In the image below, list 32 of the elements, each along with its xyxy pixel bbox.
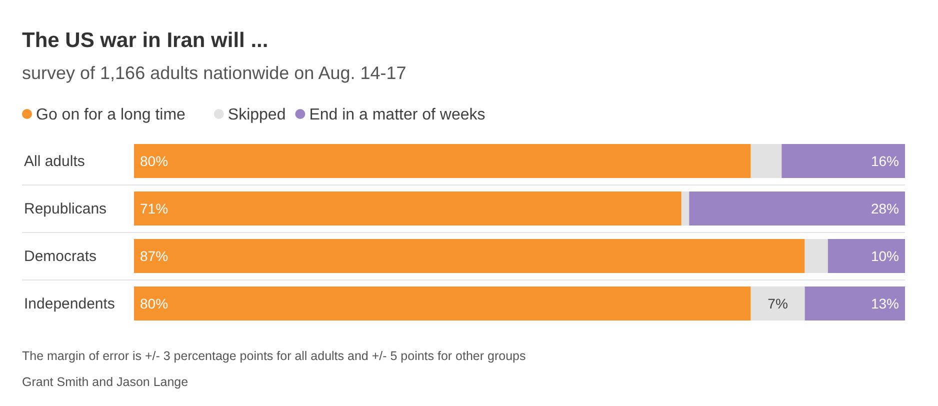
bar <box>681 192 690 226</box>
bar <box>804 239 828 273</box>
y-tick-label: All adults <box>24 153 85 170</box>
data-label: 16% <box>870 153 899 169</box>
bar <box>134 239 805 273</box>
data-label: 87% <box>140 248 168 264</box>
legend-label: Skipped <box>228 106 286 124</box>
data-label: 80% <box>140 296 168 312</box>
data-label: 7% <box>768 296 788 312</box>
bar <box>804 286 905 320</box>
bar <box>782 144 905 178</box>
legend-label: End in a matter of weeks <box>309 106 486 124</box>
y-tick-label: Independents <box>24 296 115 312</box>
bar <box>828 239 905 273</box>
text: Grant Smith and Jason Lange <box>22 375 188 389</box>
data-label: 10% <box>870 248 899 264</box>
legend-label: Go on for a long time <box>36 106 186 124</box>
text: The margin of error is +/- 3 percentage points for all adults and +/- 5 points for other groups <box>22 349 526 363</box>
data-label: 71% <box>140 200 168 216</box>
chart-subtitle: survey of 1,166 adults nationwide on Aug. 14-17 <box>22 63 406 83</box>
bar <box>689 192 905 226</box>
bar <box>134 144 751 178</box>
bar <box>750 286 805 320</box>
bar <box>750 144 782 178</box>
bar <box>134 286 751 320</box>
data-label: 13% <box>870 296 899 312</box>
data-label: 80% <box>140 153 168 169</box>
bar <box>134 192 682 226</box>
chart-title: The US war in Iran will ... <box>22 29 268 52</box>
y-tick-label: Democrats <box>24 248 97 265</box>
y-tick-label: Republicans <box>24 200 107 218</box>
data-label: 28% <box>870 200 899 216</box>
